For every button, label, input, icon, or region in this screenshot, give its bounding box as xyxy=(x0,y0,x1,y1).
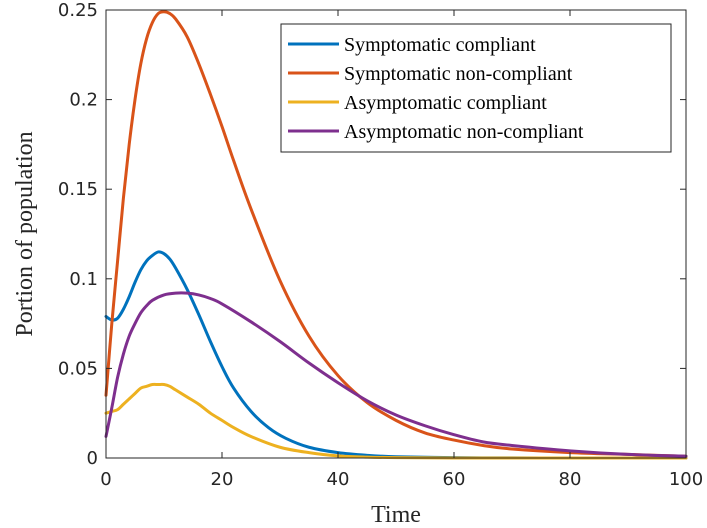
axes-frame xyxy=(105,9,687,459)
legend-box xyxy=(280,23,672,153)
y-tick-label: 0.1 xyxy=(69,269,98,290)
legend-label: Asymptomatic non-compliant xyxy=(344,121,584,143)
legend-label: Symptomatic non-compliant xyxy=(344,63,573,85)
series-layer xyxy=(104,10,688,460)
x-tick-label: 40 xyxy=(327,469,350,490)
x-tick-label: 60 xyxy=(443,469,466,490)
series-line-asymptomatic-compliant xyxy=(104,382,688,460)
x-tick-label: 80 xyxy=(559,469,582,490)
legend-label: Symptomatic compliant xyxy=(344,34,536,56)
y-tick-label: 0 xyxy=(87,448,98,469)
series-line-symptomatic-non-compliant xyxy=(104,10,688,458)
series-line-asymptomatic-non-compliant xyxy=(104,291,688,458)
y-tick-label: 0.2 xyxy=(69,90,98,111)
y-tick-label: 0.25 xyxy=(58,0,98,21)
x-tick-label: 20 xyxy=(211,469,234,490)
legend: Symptomatic compliant Symptomatic non-com… xyxy=(280,23,672,153)
y-axis-label: Portion of population xyxy=(12,131,38,336)
y-tick-label: 0.05 xyxy=(58,358,98,379)
x-tick-label: 0 xyxy=(100,469,111,490)
axes-layer xyxy=(105,9,687,459)
ticks-layer: 0 20 40 60 80 100 0 0.05 0.1 0.15 0.2 0.25 xyxy=(58,0,703,490)
x-tick-label: 100 xyxy=(669,469,703,490)
legend-label: Asymptomatic compliant xyxy=(344,92,547,114)
y-tick-label: 0.15 xyxy=(58,179,98,200)
x-axis-label: Time xyxy=(371,502,421,528)
